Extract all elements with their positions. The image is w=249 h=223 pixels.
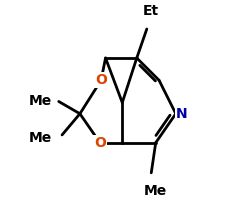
Text: O: O	[94, 136, 106, 150]
Text: Me: Me	[29, 95, 52, 108]
Text: N: N	[176, 107, 187, 121]
Text: Me: Me	[29, 131, 52, 145]
Text: Me: Me	[144, 184, 167, 198]
Text: Et: Et	[143, 4, 159, 18]
Text: O: O	[95, 73, 107, 87]
